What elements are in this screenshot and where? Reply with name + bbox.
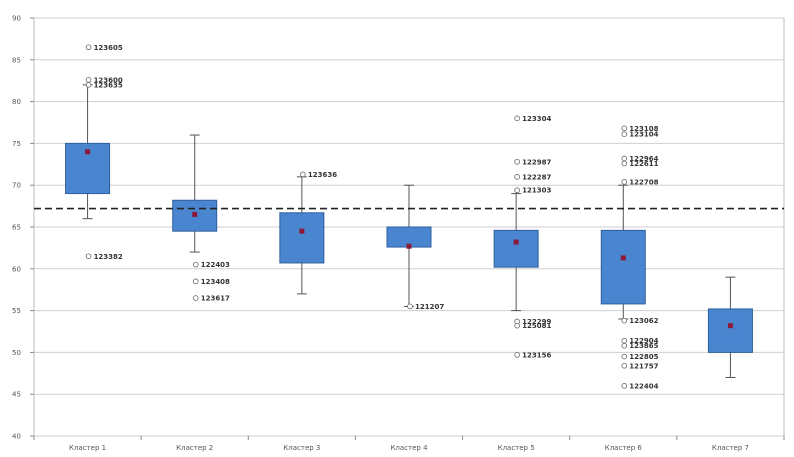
outlier-point <box>514 187 520 194</box>
box-iqr <box>600 229 646 305</box>
outlier-point <box>514 174 520 180</box>
outlier-label: 125081 <box>522 322 551 330</box>
mean-marker <box>513 239 519 245</box>
outlier-point <box>514 322 520 329</box>
outlier-point <box>621 337 628 344</box>
outlier-label: 121303 <box>522 187 551 195</box>
x-category-label: Кластер 4 <box>390 444 428 452</box>
outlier-point <box>514 115 520 122</box>
outlier-label: 123382 <box>94 253 123 261</box>
outlier-label: 122299 <box>522 318 551 326</box>
mean-marker <box>192 211 198 217</box>
x-category-label: Кластер 5 <box>498 444 535 452</box>
outlier-point <box>621 353 628 360</box>
mean-marker <box>727 323 733 329</box>
y-tick-label: 50 <box>12 349 21 357</box>
outlier-label: 122964 <box>629 155 658 163</box>
outlier-point <box>621 179 628 185</box>
outlier-label: 122987 <box>522 158 551 166</box>
x-category-label: Кластер 3 <box>283 444 320 452</box>
outlier-label: 123865 <box>629 342 658 350</box>
outlier-point <box>621 155 628 162</box>
outlier-point <box>85 44 92 51</box>
y-tick-label: 40 <box>12 433 21 441</box>
outlier-label: 123108 <box>629 125 658 133</box>
y-tick-label: 75 <box>12 140 21 148</box>
y-tick-label: 80 <box>12 98 21 106</box>
y-axis: 40 45 50 55 60 65 70 75 80 85 90 <box>12 15 34 441</box>
y-tick-label: 60 <box>12 265 21 273</box>
outlier-label: 122404 <box>629 382 658 390</box>
outlier-label: 122708 <box>629 178 658 186</box>
outlier-point <box>621 125 628 132</box>
outlier-label: 123408 <box>201 278 230 286</box>
outlier-point <box>192 295 199 301</box>
outlier-point <box>514 352 520 358</box>
outlier-label: 122287 <box>522 173 551 181</box>
outlier-point <box>85 82 92 88</box>
mean-marker <box>620 255 626 261</box>
outlier-label: 123062 <box>629 317 658 325</box>
outlier-point <box>192 278 199 285</box>
outlier-label: 123636 <box>308 171 337 179</box>
box-iqr <box>279 212 325 264</box>
x-category-label: Кластер 1 <box>69 444 106 452</box>
outlier-label: 122805 <box>629 353 658 361</box>
mean-marker <box>299 228 305 234</box>
y-tick-label: 45 <box>12 391 21 399</box>
mean-marker <box>406 243 412 249</box>
outlier-label: 123600 <box>94 76 123 84</box>
x-axis: Кластер 1 Кластер 2 Кластер 3 Кластер 4 Клас… <box>33 436 785 452</box>
y-tick-label: 70 <box>12 182 21 190</box>
outlier-point <box>407 303 413 310</box>
outlier-label: 122403 <box>201 261 230 269</box>
outlier-label: 121207 <box>415 303 444 311</box>
outlier-label: 123104 <box>629 131 658 139</box>
y-tick-label: 85 <box>12 56 21 64</box>
y-tick-label: 55 <box>12 307 21 315</box>
y-tick-label: 65 <box>12 224 21 232</box>
outlier-label: 121757 <box>629 362 658 370</box>
x-category-label: Кластер 6 <box>605 444 643 452</box>
x-category-label: Кластер 2 <box>176 444 213 452</box>
outlier-point <box>514 158 520 165</box>
outlier-label: 123304 <box>522 115 551 123</box>
outlier-point <box>300 171 306 178</box>
mean-marker <box>85 149 91 155</box>
outlier-point <box>621 362 628 369</box>
outlier-point <box>621 160 628 167</box>
outlier-point <box>621 131 628 138</box>
x-category-label: Кластер 7 <box>712 444 749 452</box>
outlier-point <box>621 317 628 324</box>
outlier-label: 123617 <box>201 295 230 303</box>
outlier-point <box>192 261 199 268</box>
outlier-point <box>621 383 628 389</box>
outlier-label: 122904 <box>629 337 658 345</box>
outlier-point <box>621 342 628 349</box>
box-iqr <box>707 308 753 353</box>
outlier-label: 123635 <box>94 81 123 89</box>
box-iqr <box>493 229 539 268</box>
outlier-point <box>85 77 92 83</box>
outlier-label: 122611 <box>629 160 658 168</box>
outlier-point <box>85 253 92 260</box>
grid-lines <box>33 17 785 437</box>
y-tick-label: 90 <box>12 15 21 23</box>
outlier-label: 123156 <box>522 351 551 359</box>
outlier-label: 123605 <box>94 44 123 52</box>
